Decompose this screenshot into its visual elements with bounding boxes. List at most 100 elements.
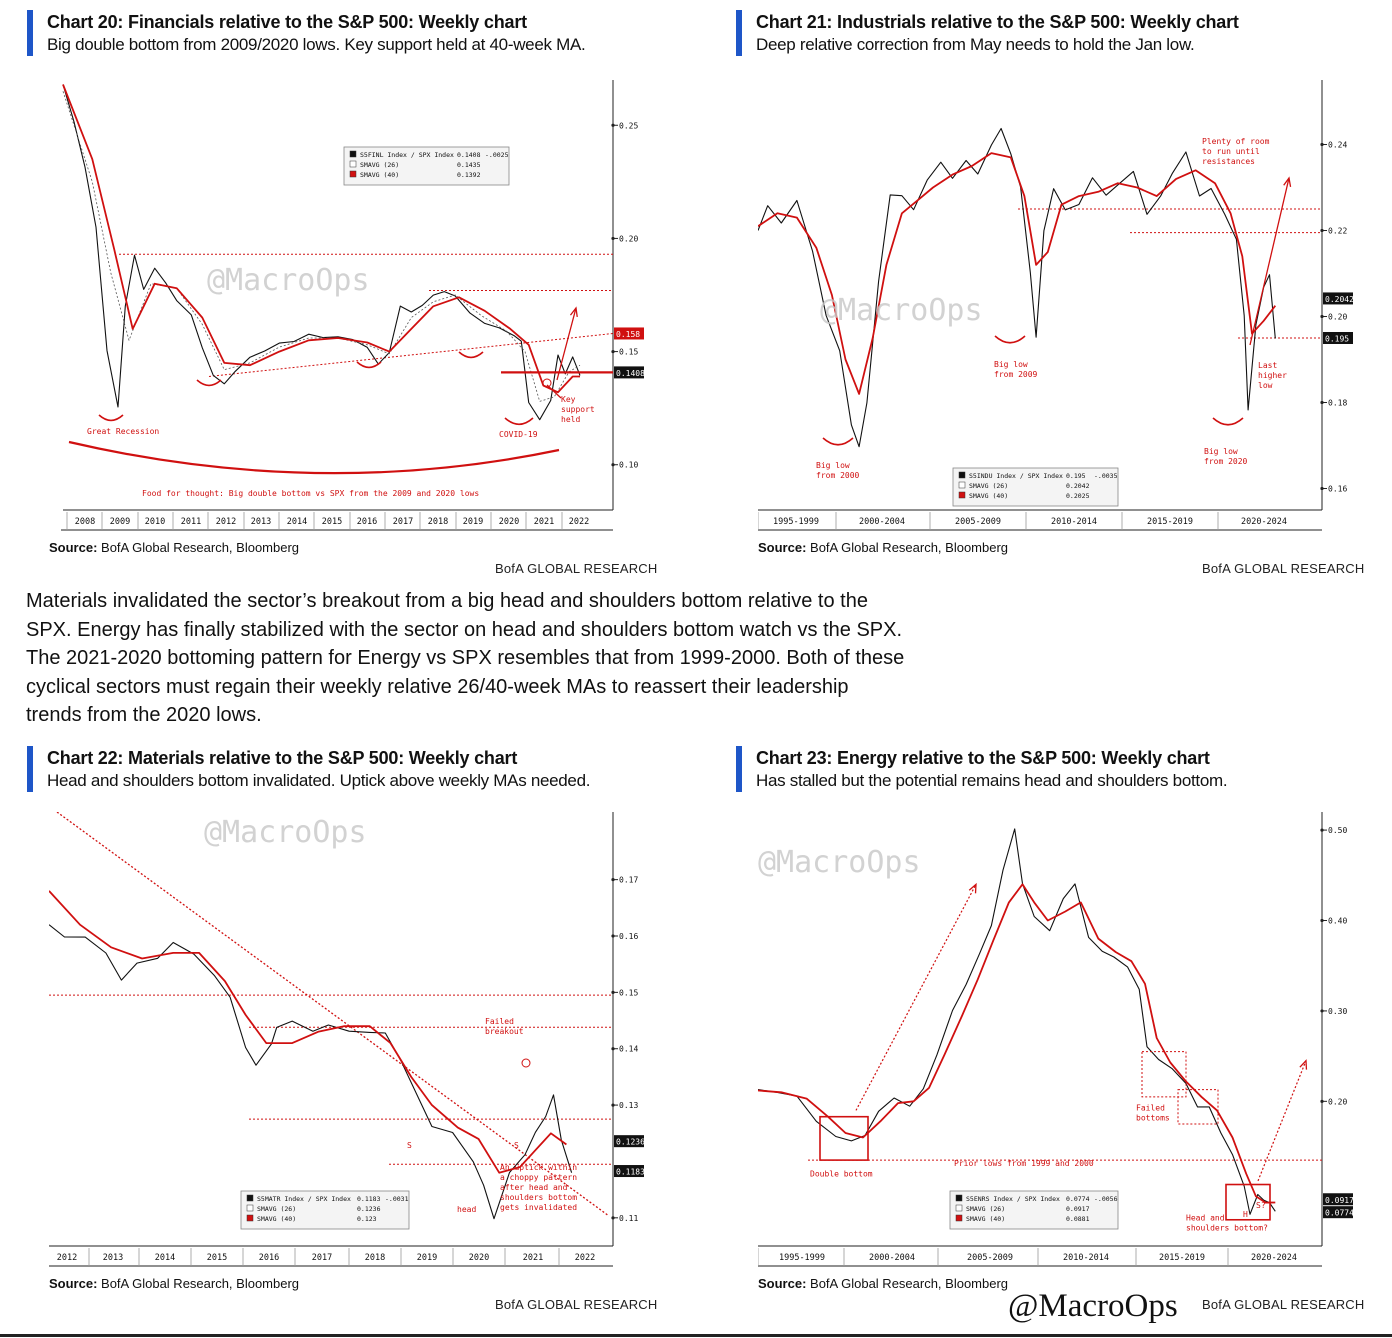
- x-tick-label: 2018: [428, 517, 448, 527]
- room-to-run-label: Plenty of room: [1202, 137, 1270, 146]
- y-tick-label: 0.22: [1328, 227, 1347, 236]
- y-tick-dot: [611, 1216, 615, 1220]
- chart20-plot: 0.25 0.20 0.15 0.10 2008 2009 2010 2011 2012 2013…: [61, 80, 645, 531]
- chart22-header: Chart 22: Materials relative to the S&P …: [27, 746, 590, 792]
- x-tick-label: 2005-2009: [955, 517, 1001, 527]
- y-tick-dot: [1320, 486, 1324, 491]
- x-tick-label: 2015-2019: [1159, 1253, 1205, 1263]
- uptick-note-label: after head and: [500, 1183, 568, 1192]
- chart21-brand: BofA GLOBAL RESEARCH: [1202, 561, 1365, 576]
- double-bottom-box: [819, 1115, 869, 1161]
- x-tick-label: 2000-2004: [859, 517, 905, 527]
- great-recession-label: Great Recession: [87, 427, 159, 436]
- legend-value: 0.1435: [457, 161, 481, 169]
- y-tick-label: 0.16: [1328, 485, 1347, 494]
- x-tick-label: 2016: [357, 517, 377, 527]
- chart23-plot: 0.50 0.40 0.30 0.20 1995-1999 2000-2004 2005-2…: [758, 812, 1354, 1267]
- big-low-2009-label: from 2009: [994, 370, 1038, 379]
- downtrend-line: [56, 812, 610, 1217]
- y-tick-dot: [1320, 400, 1324, 405]
- y-tick-label: 0.24: [1328, 141, 1347, 150]
- bottom-arc-2012: [196, 379, 222, 387]
- legend-value: 0.0881: [1066, 1215, 1090, 1223]
- chart20-source: Source: BofA Global Research, Bloomberg: [49, 540, 299, 555]
- chart20-subtitle: Big double bottom from 2009/2020 lows. K…: [47, 35, 586, 54]
- legend-label: SMAVG (40): [966, 1215, 1005, 1223]
- y-tick-label: 0.10: [619, 461, 638, 470]
- source-text: BofA Global Research, Bloomberg: [101, 1276, 300, 1291]
- y-tick-dot: [611, 934, 615, 938]
- page-bottom-rule: [0, 1334, 1392, 1337]
- value-tag-box: [614, 327, 644, 340]
- value-tag-box: [614, 1135, 644, 1148]
- legend-label: SMAVG (26): [360, 161, 399, 169]
- y-tick-dot: [1320, 142, 1324, 147]
- y-tick-label: 0.30: [1328, 1007, 1347, 1016]
- room-to-run-label: resistances: [1202, 157, 1255, 166]
- x-tick-label: 2016: [259, 1253, 279, 1263]
- uptick-note-label: shoulders bottom: [500, 1193, 577, 1202]
- legend-label: SMAVG (26): [257, 1205, 296, 1213]
- failed-bottom-box-2: [1177, 1089, 1219, 1125]
- covid-arc: [504, 417, 534, 426]
- y-tick-label: 0.20: [1328, 1097, 1347, 1106]
- prior-lows-label: Prior lows from 1999 and 2000: [954, 1159, 1094, 1168]
- x-tick-label: 2017: [393, 517, 413, 527]
- value-tag-box: [1323, 332, 1353, 344]
- x-tick-label: 2015: [322, 517, 342, 527]
- series-line: [62, 84, 581, 421]
- x-tick-label: 2022: [569, 517, 589, 527]
- uptick-note-label: a choppy pattern: [500, 1173, 577, 1182]
- key-support-label: support: [561, 405, 595, 414]
- chart23-title: Chart 23: Energy relative to the S&P 500…: [756, 748, 1210, 768]
- x-tick-label: 2011: [181, 517, 201, 527]
- x-tick-label: 2012: [216, 517, 236, 527]
- failed-bottoms-label: bottoms: [1136, 1113, 1170, 1122]
- legend-swatch: [958, 471, 966, 479]
- big-low-2020-label: from 2020: [1204, 457, 1248, 466]
- value-tag-text: 0.0917: [1325, 1196, 1354, 1205]
- legend-change: -.0056: [1094, 1195, 1118, 1203]
- key-support-circle: [542, 378, 552, 388]
- legend-label: SMAVG (40): [969, 492, 1008, 500]
- series-line: [758, 152, 1277, 395]
- legend-label: S5INDU Index / SPX Index: [969, 472, 1063, 480]
- value-tag-box: [1323, 292, 1353, 305]
- y-tick-label: 0.18: [1328, 399, 1347, 408]
- y-tick-dot: [611, 123, 615, 127]
- chart22-plot: 0.17 0.16 0.15 0.14 0.13 0.11 2012 2013 2014 2015…: [49, 812, 645, 1267]
- y-tick-dot: [1320, 1099, 1324, 1103]
- source-label: Source:: [49, 1276, 98, 1291]
- x-tick-label: 2019: [463, 517, 483, 527]
- x-tick-label: 2022: [575, 1253, 595, 1263]
- y-tick-label: 0.15: [619, 988, 638, 997]
- failed-bottom-box-1: [1141, 1051, 1187, 1098]
- chart23-panel: Chart 23: Energy relative to the S&P 500…: [736, 746, 1376, 1321]
- legend-swatch: [246, 1214, 254, 1222]
- y-tick-dot: [1320, 314, 1324, 319]
- chart21-plot: 0.24 0.22 0.20 0.18 0.16 1995-1999 2000-2004 20…: [758, 80, 1354, 531]
- failed-breakout-label: breakout: [485, 1027, 524, 1036]
- legend-value: 0.1408: [457, 151, 481, 159]
- source-label: Source:: [758, 540, 807, 555]
- y-tick-dot: [1320, 1009, 1324, 1013]
- legend-value: 0.1392: [457, 171, 481, 179]
- big-low-2020-arc: [1212, 417, 1244, 426]
- legend-value: 0.123: [357, 1215, 377, 1223]
- series-line: [758, 828, 1276, 1215]
- y-tick-label: 0.17: [619, 876, 638, 885]
- chart-watermark: @MacroOps: [758, 845, 921, 880]
- last-higher-low-label: low: [1258, 381, 1273, 390]
- key-support-label: Key: [561, 395, 576, 404]
- y-tick-dot: [611, 1103, 615, 1107]
- chart-watermark: @MacroOps: [207, 263, 370, 298]
- value-tag-box: [614, 366, 644, 379]
- legend-value: 0.0774: [1066, 1195, 1090, 1203]
- big-low-2020-label: Big low: [1204, 447, 1238, 456]
- covid-label: COVID-19: [499, 430, 538, 439]
- value-tag-text: 0.158: [616, 330, 640, 339]
- value-tag-text: 0.195: [1325, 335, 1349, 344]
- legend-box: [240, 1190, 410, 1230]
- legend-label: SMAVG (26): [966, 1205, 1005, 1213]
- y-tick-label: 0.20: [1328, 313, 1347, 322]
